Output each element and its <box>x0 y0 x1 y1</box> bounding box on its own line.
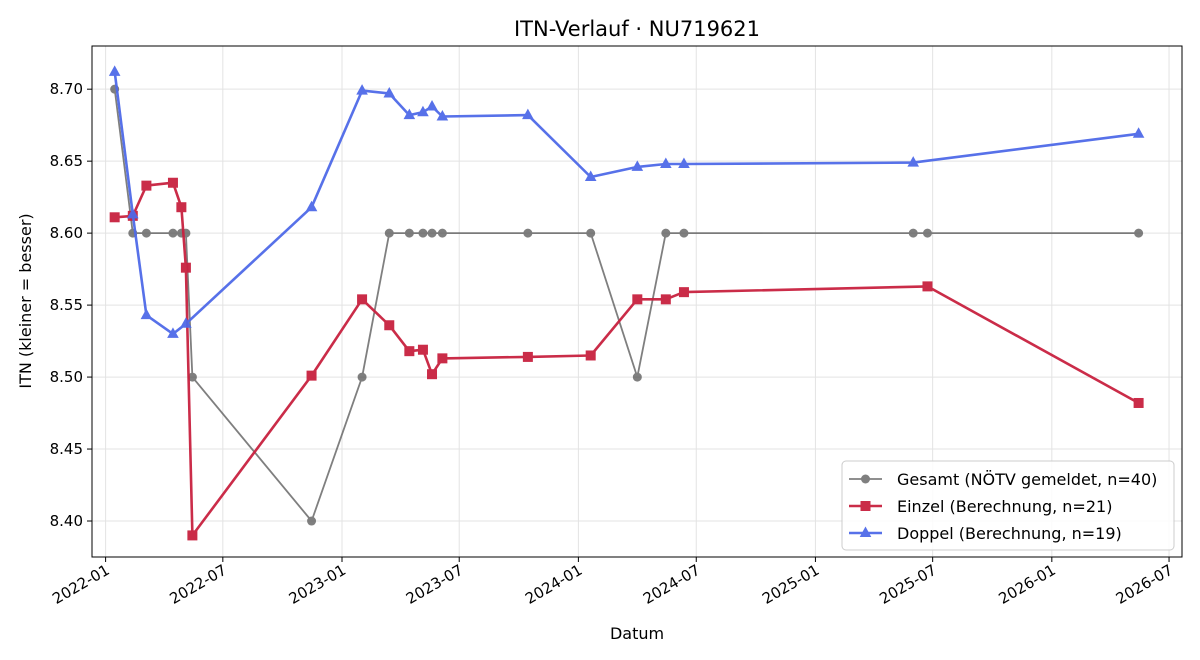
data-point <box>427 369 438 380</box>
data-point <box>427 228 437 238</box>
data-point <box>660 157 672 169</box>
data-point <box>108 65 121 76</box>
series-layer <box>108 65 1145 541</box>
data-point <box>305 200 318 212</box>
data-point <box>356 84 368 95</box>
y-tick-label: 8.70 <box>50 80 83 98</box>
data-point <box>176 202 187 213</box>
data-point <box>1134 228 1144 238</box>
data-point <box>306 370 317 381</box>
y-tick-label: 8.55 <box>50 296 83 314</box>
data-point <box>437 228 447 238</box>
data-point <box>180 317 192 328</box>
y-tick-label: 8.65 <box>50 152 83 170</box>
data-point <box>109 212 120 223</box>
data-point <box>404 346 415 357</box>
y-tick-label: 8.50 <box>50 368 83 386</box>
legend-box <box>841 460 1175 551</box>
data-point <box>167 177 178 188</box>
data-point <box>167 327 179 338</box>
legend-marker <box>861 474 870 484</box>
data-point <box>417 105 429 117</box>
y-axis: 8.40 8.45 8.50 8.55 8.60 8.65 8.70 <box>50 80 92 530</box>
data-point <box>907 156 920 167</box>
data-point <box>403 108 416 120</box>
legend-item <box>849 526 882 537</box>
data-point <box>908 228 918 238</box>
legend-label: Einzel (Berechnung, n=21) <box>897 497 1112 516</box>
legend-item <box>849 501 882 511</box>
data-point <box>523 228 533 238</box>
data-point <box>357 294 368 305</box>
data-point <box>1132 127 1145 138</box>
data-point <box>679 228 689 238</box>
series-0 <box>110 84 1144 526</box>
data-point <box>426 99 438 111</box>
series-1 <box>109 177 1144 541</box>
data-point <box>922 281 933 292</box>
legend-marker <box>859 526 872 537</box>
series-2 <box>108 65 1145 338</box>
legend-label: Doppel (Berechnung, n=19) <box>897 524 1122 543</box>
data-point <box>678 287 689 298</box>
data-point <box>180 262 191 273</box>
data-point <box>632 372 642 382</box>
data-point <box>187 530 198 541</box>
data-point <box>357 372 367 382</box>
data-point <box>418 228 428 238</box>
data-point <box>141 180 152 191</box>
data-point <box>187 372 197 382</box>
legend: Gesamt (NÖTV gemeldet, n=40) Einzel (Bere… <box>841 460 1175 551</box>
legend-item <box>849 474 882 484</box>
data-point <box>661 228 671 238</box>
data-point <box>383 87 396 98</box>
data-point <box>1133 397 1144 408</box>
data-point <box>585 350 596 361</box>
data-point <box>678 157 690 169</box>
chart-title: ITN-Verlauf · NU719621 <box>514 17 760 41</box>
data-point <box>437 353 448 364</box>
data-point <box>141 228 151 238</box>
data-point <box>922 228 932 238</box>
y-tick-label: 8.40 <box>50 512 83 530</box>
x-axis-title: Datum <box>610 624 664 643</box>
y-tick-label: 8.45 <box>50 440 83 458</box>
data-point <box>307 516 317 526</box>
y-axis-title: ITN (kleiner = besser) <box>16 213 35 388</box>
y-tick-label: 8.60 <box>50 224 83 242</box>
data-point <box>436 110 449 121</box>
legend-label: Gesamt (NÖTV gemeldet, n=40) <box>897 470 1157 489</box>
data-point <box>404 228 414 238</box>
data-point <box>660 294 671 305</box>
data-point <box>140 308 153 320</box>
data-point <box>522 108 534 120</box>
data-point <box>384 320 395 331</box>
data-point <box>168 228 178 238</box>
data-point <box>586 228 596 238</box>
data-point <box>522 351 533 362</box>
data-point <box>632 294 643 305</box>
data-point <box>384 228 394 238</box>
legend-marker <box>860 501 871 511</box>
data-point <box>631 160 644 171</box>
plot-frame <box>91 45 1183 558</box>
data-point <box>127 207 139 219</box>
data-point <box>417 344 428 355</box>
data-point <box>584 170 597 181</box>
